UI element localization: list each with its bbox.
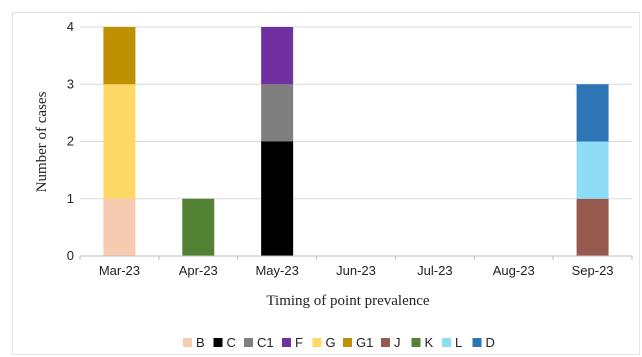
bar-segment (103, 198, 136, 256)
gridlines (80, 26, 632, 200)
legend-label: G (326, 335, 336, 350)
axes (79, 255, 633, 260)
legend-swatch (472, 338, 482, 347)
legend-item: D (472, 335, 495, 350)
legend-swatch (183, 338, 192, 347)
legend-label: C (227, 335, 236, 350)
bar-segment (182, 198, 215, 256)
legend-swatch (381, 338, 390, 347)
legend-item: C (213, 335, 236, 350)
legend-item: G (312, 335, 336, 350)
x-tick-labels: Mar-23 Apr-23 May-23 Jun-23 Jul-23 Aug-23 Sep-… (99, 263, 614, 278)
legend-label: G1 (356, 335, 373, 350)
x-tick-label: Jun-23 (336, 263, 376, 278)
x-tick-label: Aug-23 (493, 263, 535, 278)
bars (103, 27, 609, 256)
bar-segment (261, 141, 294, 256)
y-tick-label: 3 (67, 76, 74, 91)
bar-segment (576, 141, 609, 199)
y-axis-title: Number of cases (34, 91, 50, 192)
legend-label: J (394, 335, 401, 350)
legend-swatch (282, 338, 291, 347)
legend-label: L (455, 335, 462, 350)
legend-label: C1 (257, 335, 274, 350)
legend-item: C1 (244, 335, 274, 350)
legend-item: B (183, 335, 205, 350)
y-tick-label: 1 (67, 191, 74, 206)
legend-label: D (486, 335, 495, 350)
legend-swatch (411, 338, 421, 347)
legend-swatch (442, 338, 451, 347)
legend-item: F (282, 335, 303, 350)
legend-item: L (442, 335, 462, 350)
bar-segment (576, 84, 609, 142)
y-tick-label: 4 (67, 19, 74, 34)
x-tick-label: May-23 (255, 263, 298, 278)
x-tick-label: Jul-23 (417, 263, 452, 278)
legend-label: F (295, 335, 303, 350)
x-axis-title: Timing of point prevalence (266, 293, 430, 309)
legend-swatch (244, 338, 253, 347)
bar-segment (103, 84, 136, 199)
bar-segment (576, 198, 609, 256)
legend: B C C1 F G G1 J K L D (183, 335, 495, 350)
legend-swatch (213, 338, 223, 347)
bar-segment (261, 84, 294, 142)
legend-item: J (381, 335, 401, 350)
bar-segment (103, 27, 136, 85)
legend-item: K (411, 335, 434, 350)
legend-item: G1 (343, 335, 373, 350)
legend-swatch (343, 338, 352, 347)
legend-label: B (196, 335, 205, 350)
x-tick-label: Mar-23 (99, 263, 140, 278)
bar-segment (261, 27, 294, 85)
y-tick-label: 2 (67, 134, 74, 149)
x-tick-label: Sep-23 (572, 263, 614, 278)
legend-swatch (312, 338, 322, 347)
x-tick-label: Apr-23 (179, 263, 218, 278)
y-tick-labels: 0 1 2 3 4 (67, 19, 74, 263)
legend-label: K (425, 335, 434, 350)
y-tick-label: 0 (67, 248, 74, 263)
